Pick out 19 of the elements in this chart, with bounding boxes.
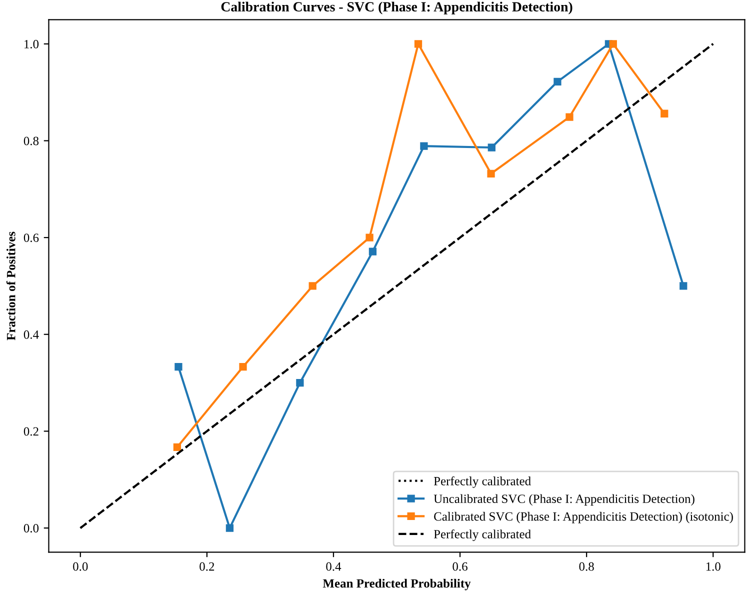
x-tick-label: 0.6 xyxy=(452,562,468,571)
legend-label: Perfectly calibrated xyxy=(434,529,531,541)
chart-title: Calibration Curves - SVC (Phase I: Appendicitis Detection) xyxy=(221,2,572,14)
x-axis-title: Mean Predicted Probability xyxy=(322,578,471,590)
x-tick-label: 0.8 xyxy=(579,562,594,571)
x-tick-label: 0.0 xyxy=(73,562,88,571)
y-tick-label: 0.2 xyxy=(24,427,38,436)
y-tick-label: 0.6 xyxy=(24,234,39,242)
x-tick-label: 0.4 xyxy=(326,562,342,571)
x-tick-label: 1.0 xyxy=(706,562,720,571)
legend-label: Perfectly calibrated xyxy=(434,476,531,488)
y-tick-label: 0.8 xyxy=(24,136,39,146)
y-tick-label: 0.4 xyxy=(24,330,39,339)
legend-label: Uncalibrated SVC (Phase I: Appendicitis Detection) xyxy=(434,494,694,506)
x-tick-label: 0.2 xyxy=(200,562,214,571)
y-tick-label: 1.0 xyxy=(24,40,39,48)
y-axis-title: Fraction of Positives xyxy=(6,232,16,340)
y-tick-label: 0.0 xyxy=(24,524,39,533)
legend-label: Calibrated SVC (Phase I: Appendicitis Detection) (isotonic) xyxy=(434,512,733,524)
